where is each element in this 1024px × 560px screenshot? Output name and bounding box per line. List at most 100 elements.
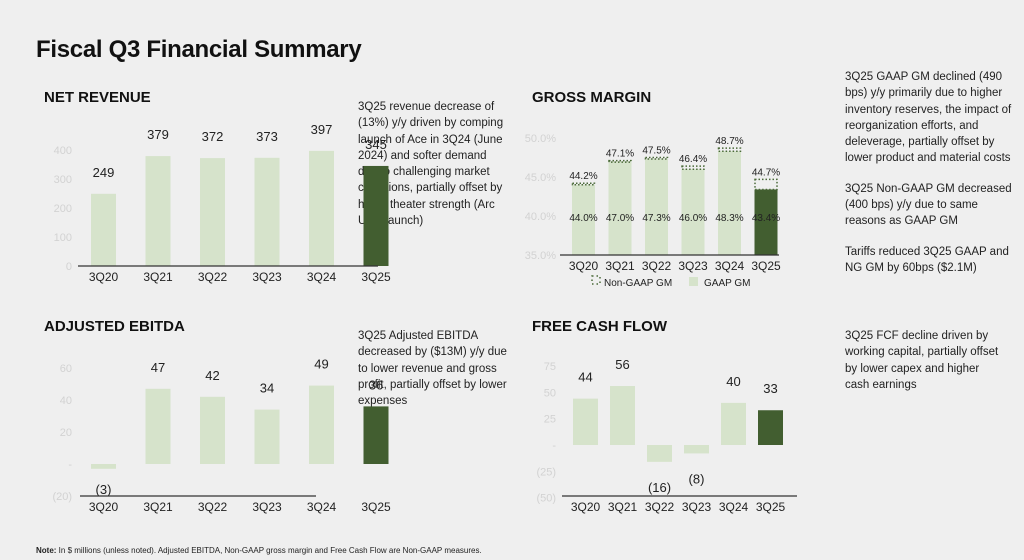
net_revenue-bar [309,150,334,266]
free_cash_flow-bar [721,402,746,445]
free_cash_flow-value-label: (16) [648,480,671,495]
non-gaap-gm-value-label: 47.1% [606,149,634,160]
gross_margin-ytick-label: 35.0% [525,250,556,262]
adjusted_ebitda-bar [254,409,280,464]
adjusted_ebitda-bar [91,464,116,469]
gross_margin-category-label: 3Q25 [751,259,781,273]
adjusted_ebitda-ytick-label: 60 [60,363,72,375]
free_cash_flow-value-label: 44 [578,370,592,385]
free_cash_flow-bar [573,398,598,445]
gross-margin-commentary-2: 3Q25 Non-GAAP GM decreased (400 bps) y/y… [845,182,1012,228]
adjusted_ebitda-category-label: 3Q20 [89,500,119,514]
free-cash-flow-title: FREE CASH FLOW [532,318,667,335]
adjusted_ebitda-category-label: 3Q25 [361,500,391,514]
gaap-gm-bar [754,189,778,255]
non-gaap-gm-value-label: 44.2% [569,171,597,182]
net_revenue-bar [91,193,116,266]
non-gaap-gm-marker [754,178,778,191]
adjusted_ebitda-ytick-label: 40 [60,395,72,407]
non-gaap-gm-value-label: 46.4% [679,154,707,165]
free_cash_flow-bar [684,445,709,454]
net-revenue-title: NET REVENUE [44,89,151,106]
footnote-text: In $ millions (unless noted). Adjusted E… [56,546,482,555]
free_cash_flow-category-label: 3Q23 [682,500,712,514]
adjusted_ebitda-ytick-label: 20 [60,427,72,439]
footnote: Note: In $ millions (unless noted). Adju… [36,546,482,555]
gross_margin-category-label: 3Q23 [678,259,708,273]
adjusted_ebitda-value-label: 34 [260,381,274,396]
gaap-gm-bar [645,159,668,255]
adjusted_ebitda-value-label: 49 [314,357,328,372]
adjusted_ebitda-value-label: 47 [151,360,165,375]
net_revenue-category-label: 3Q21 [143,270,173,284]
net_revenue-value-label: 373 [256,129,278,144]
free_cash_flow-bar [610,386,635,445]
gross-margin-commentary-1: 3Q25 GAAP GM declined (490 bps) y/y prim… [845,71,1012,165]
non-gaap-gm-marker [571,182,596,186]
gross_margin-ytick-label: 50.0% [525,133,556,145]
net_revenue-value-label: 372 [202,129,224,144]
net_revenue-category-label: 3Q20 [89,270,119,284]
legend-non-gaap-label: Non-GAAP GM [604,278,672,289]
net_revenue-ytick-label: 300 [54,174,72,186]
adjusted_ebitda-ytick-label: - [68,459,72,471]
net_revenue-category-label: 3Q22 [198,270,228,284]
free_cash_flow-value-label: 33 [763,381,777,396]
net_revenue-bar [254,157,280,266]
gaap-gm-value-label: 44.0% [569,213,597,224]
free_cash_flow-ytick-label: 25 [544,414,556,426]
free_cash_flow-ytick-label: - [552,440,556,452]
non-gaap-gm-marker [608,159,632,163]
non-gaap-gm-value-label: 47.5% [642,146,670,157]
free_cash_flow-category-label: 3Q25 [756,500,786,514]
free_cash_flow-bar [758,410,783,445]
gross-margin-commentary-3: Tariffs reduced 3Q25 GAAP and NG GM by 6… [845,245,1009,274]
non-gaap-gm-marker [681,165,705,170]
legend-gaap-label: GAAP GM [704,278,751,289]
net_revenue-value-label: 397 [311,122,333,137]
adjusted_ebitda-value-label: 42 [205,368,219,383]
free_cash_flow-category-label: 3Q22 [645,500,675,514]
legend-gaap-swatch [689,277,698,286]
net_revenue-value-label: 379 [147,127,169,142]
adjusted_ebitda-bar [309,385,334,464]
adjusted_ebitda-ytick-label: (20) [52,491,72,503]
free_cash_flow-category-label: 3Q21 [608,500,638,514]
non-gaap-gm-value-label: 48.7% [715,136,743,147]
net_revenue-ytick-label: 400 [54,145,72,157]
non-gaap-gm-marker [644,156,669,160]
gaap-gm-value-label: 46.0% [679,213,707,224]
adjusted_ebitda-value-label: 36 [369,377,383,392]
gaap-gm-value-label: 48.3% [715,213,743,224]
gaap-gm-value-label: 47.3% [642,213,670,224]
adjusted-ebitda-title: ADJUSTED EBITDA [44,318,185,335]
adjusted_ebitda-category-label: 3Q21 [143,500,173,514]
gross_margin-category-label: 3Q20 [569,259,599,273]
net_revenue-ytick-label: 0 [66,261,72,273]
adjusted_ebitda-category-label: 3Q22 [198,500,228,514]
free_cash_flow-value-label: 40 [726,374,740,389]
free_cash_flow-ytick-label: (50) [536,493,556,505]
gross_margin-category-label: 3Q22 [642,259,672,273]
adjusted_ebitda-value-label: (3) [96,482,112,497]
free_cash_flow-category-label: 3Q20 [571,500,601,514]
free_cash_flow-value-label: (8) [689,471,705,486]
gross-margin-commentary: 3Q25 GAAP GM declined (490 bps) y/y prim… [845,69,1017,276]
free_cash_flow-ytick-label: 50 [544,387,556,399]
gross_margin-category-label: 3Q24 [715,259,745,273]
gaap-gm-bar [718,151,741,255]
adjusted_ebitda-bar [200,396,225,464]
net_revenue-category-label: 3Q24 [307,270,337,284]
net_revenue-bar [200,158,225,266]
net_revenue-ytick-label: 100 [54,232,72,244]
adjusted_ebitda-bar [363,406,389,464]
adjusted_ebitda-bar [145,388,171,464]
free_cash_flow-ytick-label: 75 [544,361,556,373]
non-gaap-gm-marker [717,147,742,153]
adjusted_ebitda-category-label: 3Q23 [252,500,282,514]
adjusted_ebitda-category-label: 3Q24 [307,500,337,514]
legend-non-gaap-swatch [591,275,601,285]
net_revenue-value-label: 249 [93,165,115,180]
gaap-gm-bar [681,169,705,255]
